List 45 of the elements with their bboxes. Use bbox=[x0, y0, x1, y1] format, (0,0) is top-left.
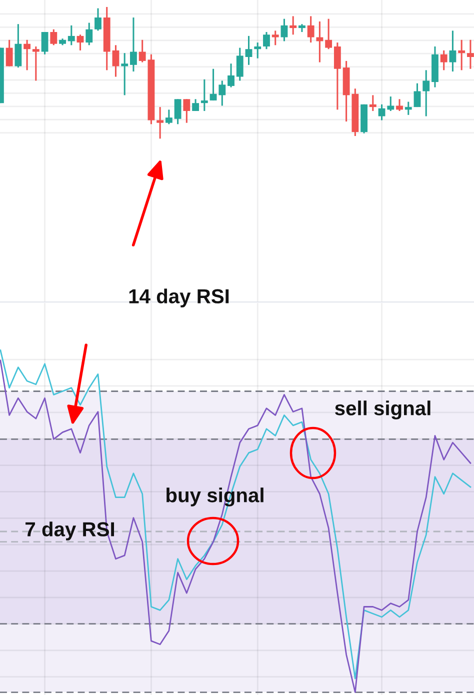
candlestick bbox=[94, 8, 102, 32]
candlestick bbox=[449, 30, 456, 72]
candlestick bbox=[236, 47, 244, 82]
candlestick bbox=[290, 15, 297, 36]
candlestick bbox=[387, 96, 394, 112]
candlestick bbox=[414, 82, 421, 108]
candlestick bbox=[334, 42, 341, 110]
candlestick bbox=[272, 30, 279, 46]
candlestick bbox=[254, 42, 262, 60]
candlestick bbox=[32, 46, 40, 82]
candlestick bbox=[263, 31, 270, 50]
text: 14 day RSI bbox=[129, 288, 229, 308]
candlestick bbox=[458, 39, 466, 71]
candlestick bbox=[130, 16, 137, 72]
candlestick bbox=[280, 18, 288, 42]
candlestick bbox=[396, 98, 403, 112]
candlestick bbox=[369, 94, 376, 112]
candlestick bbox=[316, 20, 324, 64]
candlestick bbox=[325, 18, 332, 50]
candlestick bbox=[466, 39, 474, 70]
candlestick bbox=[76, 34, 84, 52]
candlestick bbox=[440, 50, 448, 71]
candlestick bbox=[165, 108, 172, 125]
candlestick bbox=[112, 44, 120, 78]
candlestick bbox=[50, 28, 58, 46]
candlestick bbox=[174, 98, 182, 125]
candlestick bbox=[68, 24, 75, 46]
candlestick bbox=[404, 101, 412, 116]
candlestick bbox=[228, 62, 234, 88]
candlestick bbox=[210, 68, 217, 102]
candlestick bbox=[307, 15, 314, 44]
candlestick bbox=[156, 106, 164, 140]
candlestick bbox=[14, 23, 22, 68]
candlestick bbox=[41, 31, 48, 56]
candlestick bbox=[218, 80, 226, 106]
candlestick bbox=[245, 35, 252, 66]
candlestick bbox=[86, 22, 93, 46]
candlestick bbox=[6, 39, 13, 67]
candlestick bbox=[183, 98, 190, 124]
candlestick bbox=[121, 52, 128, 96]
annotation: sell signal bbox=[335, 400, 430, 420]
candlestick bbox=[200, 78, 208, 112]
candlestick bbox=[192, 98, 199, 112]
candlestick bbox=[24, 39, 31, 71]
candlestick bbox=[422, 69, 430, 118]
